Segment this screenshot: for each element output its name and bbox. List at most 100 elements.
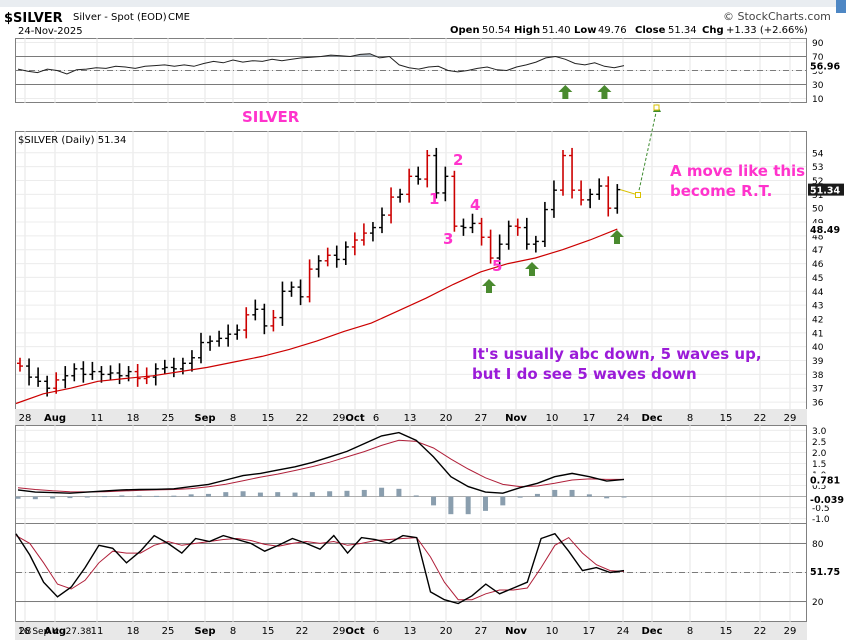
y-tick-label: 44	[812, 288, 824, 298]
macd-histogram-bar	[309, 492, 315, 497]
macd-histogram-bar	[84, 496, 90, 498]
price-bar	[487, 229, 494, 264]
price-bar	[62, 366, 69, 389]
last-value-badge	[808, 183, 844, 196]
up-arrow-icon	[558, 85, 573, 99]
chart-date: 24-Nov-2025	[18, 26, 83, 37]
macd-histogram-bar	[448, 496, 454, 515]
price-bar	[170, 357, 177, 378]
date-tick-label: 13	[404, 626, 417, 637]
close-label: Close	[635, 25, 666, 36]
rsi-panel-frame	[15, 38, 807, 103]
price-bar	[243, 307, 250, 339]
top-toolbar[interactable]	[0, 0, 846, 7]
open-value: 50.54	[482, 25, 511, 36]
last-value-badge	[808, 223, 844, 236]
date-tick-label: Dec	[641, 413, 662, 424]
ohlc-readout: Open 50.54 High 51.40 Low 49.76 Close 51…	[450, 25, 808, 36]
date-axis-strip-bottom	[15, 622, 807, 640]
price-bar	[379, 207, 385, 234]
macd-histogram-bar	[361, 489, 367, 497]
y-tick-label: 48	[812, 232, 824, 242]
price-bar	[360, 223, 367, 246]
date-tick-label: 17	[583, 413, 596, 424]
wave-label-1: 1	[429, 190, 439, 208]
macd-histogram-bar	[396, 488, 402, 497]
wave-label-4: 4	[470, 196, 480, 214]
price-bar	[505, 220, 512, 250]
date-tick-label: 10	[546, 626, 559, 637]
price-bar	[406, 168, 413, 203]
date-tick-label: Nov	[505, 626, 527, 637]
macd-histogram-bar	[50, 496, 56, 499]
price-bar	[26, 358, 33, 386]
date-tick-label: 24	[617, 626, 630, 637]
price-bar	[587, 188, 594, 209]
date-tick-label: 17	[583, 626, 596, 637]
low-label: Low	[574, 25, 596, 36]
price-bar	[569, 147, 576, 199]
y-tick-label: 20	[812, 598, 824, 608]
exchange-label: CME	[168, 12, 190, 23]
date-tick-label: 8	[230, 626, 236, 637]
date-tick-label: 6	[373, 626, 379, 637]
macd-histogram-bar	[119, 495, 125, 497]
date-tick-label: Sep	[194, 626, 215, 637]
price-bar	[107, 365, 114, 380]
macd-histogram-bar	[517, 496, 523, 498]
price-bar	[234, 324, 241, 340]
price-bar	[143, 367, 150, 385]
y-tick-label: 90	[812, 39, 824, 49]
macd-histogram-bar	[534, 493, 540, 497]
high-value: 51.40	[542, 25, 571, 36]
macd-histogram-bar	[431, 496, 437, 506]
date-tick-label: 20	[440, 413, 453, 424]
date-tick-label: 8	[230, 413, 236, 424]
price-bar	[578, 180, 585, 206]
date-tick-label: 18	[127, 626, 140, 637]
y-tick-label: 1.5	[812, 460, 826, 470]
macd-histogram-bar	[327, 491, 333, 497]
y-tick-label: 42	[812, 315, 823, 325]
annotation-note-right-2: become R.T.	[670, 182, 772, 200]
macd-histogram-bar	[586, 494, 592, 497]
up-arrow-icon	[610, 230, 624, 244]
date-tick-label: Sep	[194, 413, 215, 424]
price-bar	[116, 363, 123, 385]
stoch-panel-frame	[15, 523, 807, 622]
price-bar	[297, 279, 304, 306]
price-bar	[388, 187, 395, 224]
rsi-series	[16, 53, 806, 99]
last-value-label: 0.781	[810, 475, 840, 486]
price-bar	[89, 361, 96, 380]
price-bar	[216, 330, 223, 347]
price-bar	[134, 363, 141, 387]
date-tick-label: 15	[720, 626, 733, 637]
date-tick-label: 24	[617, 413, 630, 424]
y-tick-label: 2.0	[812, 449, 827, 459]
price-bar	[460, 218, 467, 236]
price-bar	[451, 170, 458, 232]
date-axis-strip	[15, 409, 807, 425]
price-bar	[415, 166, 422, 185]
y-tick-label: 50	[812, 67, 824, 77]
price-bar	[53, 372, 60, 394]
macd-histogram-bar	[482, 496, 488, 511]
y-tick-label: 36	[812, 399, 824, 409]
date-tick-label: 10	[546, 413, 559, 424]
price-bar	[478, 217, 485, 246]
high-label: High	[514, 25, 540, 36]
rsi-line	[17, 53, 625, 75]
y-tick-label: -0.5	[812, 504, 830, 514]
date-tick-label: 29	[333, 626, 346, 637]
date-tick-label: 15	[262, 413, 275, 424]
price-bar	[315, 255, 322, 278]
date-tick-label: Dec	[641, 626, 662, 637]
y-tick-label: 41	[812, 329, 823, 339]
y-tick-label: 70	[812, 53, 824, 63]
scroll-handle[interactable]	[836, 0, 846, 13]
y-tick-label: 37	[812, 385, 823, 395]
date-tick-label: 18	[127, 413, 140, 424]
last-value-label: 48.49	[810, 225, 840, 236]
last-value-badge	[808, 59, 844, 72]
